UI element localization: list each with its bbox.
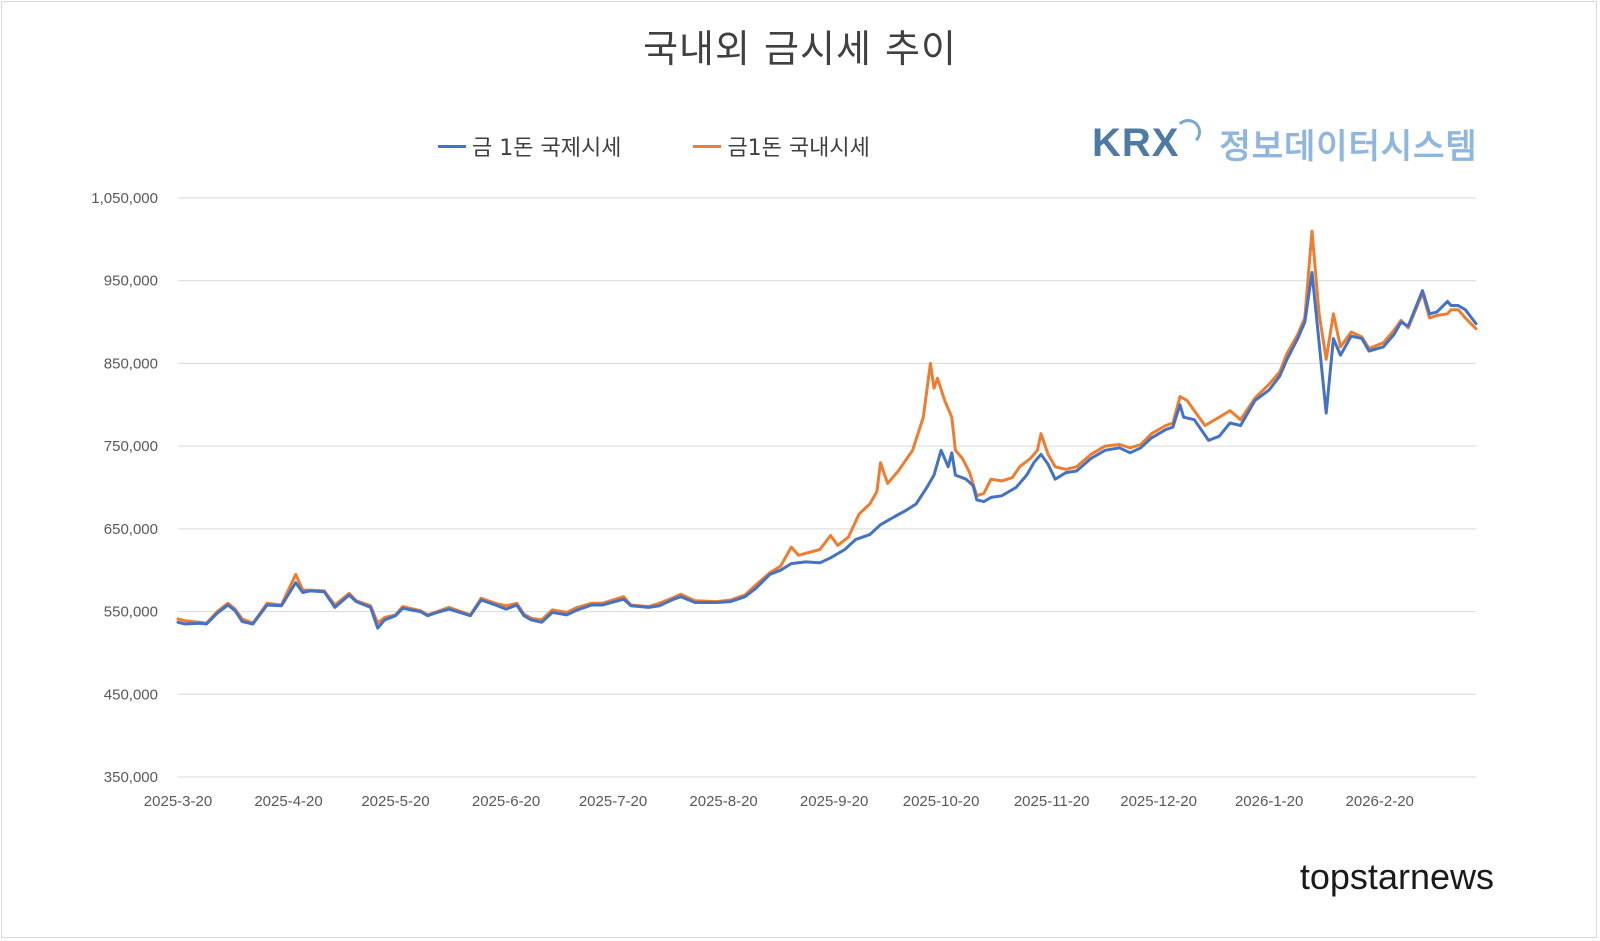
x-tick-label: 2025-12-20 (1120, 793, 1197, 810)
x-tick-label: 2026-2-20 (1346, 793, 1414, 810)
y-tick-label: 450,000 (104, 686, 158, 703)
legend-swatch-international (438, 144, 466, 148)
gridlines (178, 197, 1476, 778)
y-tick-label: 650,000 (104, 521, 158, 538)
y-tick-label: 350,000 (104, 769, 158, 786)
legend-label-international: 금 1돈 국제시세 (472, 136, 622, 161)
x-tick-label: 2026-1-20 (1235, 793, 1303, 810)
y-tick-label: 850,000 (104, 355, 158, 372)
legend-label-domestic: 금1돈 국내시세 (727, 136, 870, 161)
x-axis-ticks: 2025-3-20 2025-4-20 2025-5-20 2025-6-20 2025… (144, 793, 1414, 810)
chart-title: 국내외 금시세 추이 (643, 27, 957, 71)
krx-logo-subtitle: 정보데이터시스템 (1219, 126, 1478, 167)
watermark: topstarnews (1299, 856, 1494, 897)
y-tick-label: 750,000 (104, 438, 158, 455)
legend-item-domestic: 금1돈 국내시세 (693, 130, 870, 162)
series-line-international (176, 270, 1478, 630)
x-tick-label: 2025-11-20 (1014, 793, 1090, 810)
x-tick-label: 2025-10-20 (903, 793, 980, 810)
series-line-domestic (176, 229, 1478, 625)
x-tick-label: 2025-9-20 (800, 793, 868, 810)
krx-logo-mark: KRX (1092, 120, 1180, 165)
legend-item-international: 금 1돈 국제시세 (438, 130, 621, 162)
x-tick-label: 2025-3-20 (144, 793, 212, 810)
x-tick-label: 2025-7-20 (579, 793, 647, 810)
y-tick-label: 950,000 (104, 273, 158, 290)
x-tick-label: 2025-6-20 (472, 793, 540, 810)
y-tick-label: 1,050,000 (91, 190, 158, 207)
x-tick-label: 2025-5-20 (361, 793, 429, 810)
legend: 금 1돈 국제시세 금1돈 국내시세 (438, 128, 942, 164)
x-tick-label: 2025-8-20 (689, 793, 757, 810)
y-axis-ticks: 350,000 450,000 550,000 650,000 750,000 850,0… (91, 190, 158, 786)
x-tick-label: 2025-4-20 (254, 793, 322, 810)
series-lines (176, 229, 1478, 630)
y-tick-label: 550,000 (104, 604, 158, 621)
legend-swatch-domestic (693, 144, 722, 148)
krx-swirl-icon (1175, 119, 1202, 145)
krx-logo: KRX 정보데이터시스템 (1092, 114, 1478, 172)
